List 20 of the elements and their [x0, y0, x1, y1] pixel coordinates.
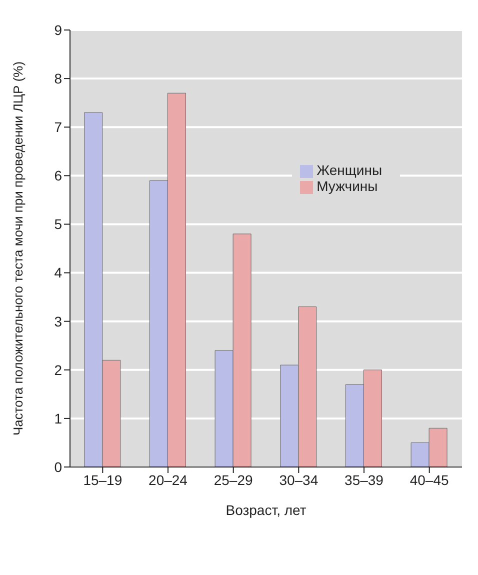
legend-label: Мужчины — [316, 178, 378, 194]
y-tick-label: 1 — [54, 410, 62, 426]
x-tick-label: 25–29 — [214, 472, 254, 488]
y-tick-label: 0 — [54, 458, 62, 475]
y-tick-label: 3 — [54, 313, 62, 330]
y-tick-label: 7 — [54, 119, 62, 136]
y-tick-label: 4 — [54, 264, 62, 281]
y-tick-label: 9 — [54, 22, 62, 38]
y-axis-title: Частота положительного теста мочи при проведении ЛЦР (%) — [10, 61, 26, 436]
y-tick-label: 6 — [54, 168, 62, 184]
x-tick-label: 15–19 — [83, 472, 122, 488]
y-tick-label: 2 — [54, 362, 62, 378]
x-tick-label: 20–24 — [148, 472, 188, 488]
y-tick-label: 5 — [54, 216, 62, 232]
x-tick-label: 40–45 — [410, 472, 450, 488]
x-tick-label: 35–39 — [344, 472, 384, 488]
x-tick-label: 30–34 — [279, 472, 318, 488]
y-tick-label: 8 — [54, 70, 62, 87]
legend-label: Женщины — [316, 162, 382, 178]
x-axis-title: Возраст, лет — [226, 502, 307, 518]
